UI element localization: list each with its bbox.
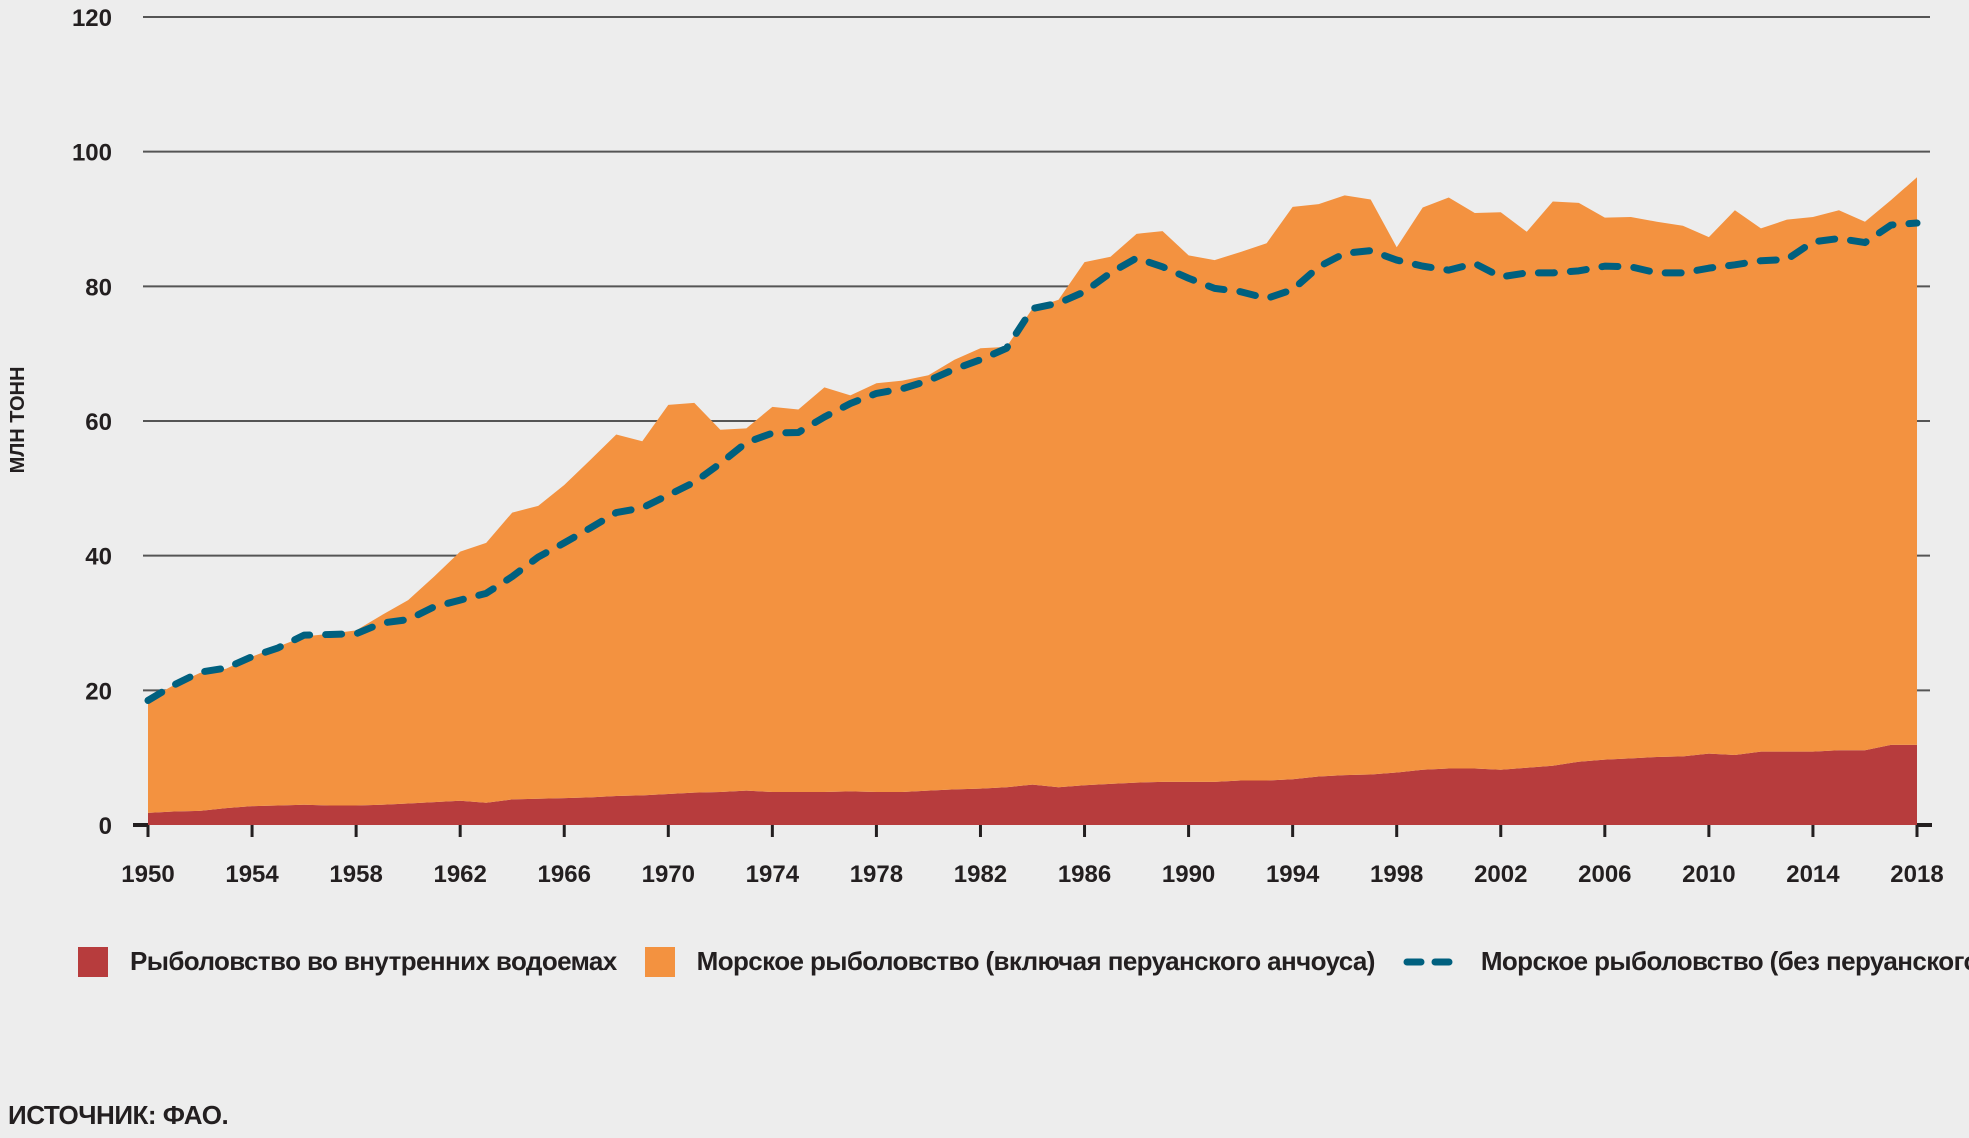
x-tick-label: 1990 xyxy=(1162,861,1215,888)
x-tick-label: 1994 xyxy=(1266,861,1320,888)
y-tick-label: 120 xyxy=(72,5,112,32)
x-tick-label: 1998 xyxy=(1370,861,1423,888)
legend-label-inland: Рыболовство во внутренних водоемах xyxy=(130,946,617,976)
x-tick-label: 2002 xyxy=(1474,861,1527,888)
x-tick-label: 2010 xyxy=(1682,861,1735,888)
line-series xyxy=(144,219,1921,704)
legend: Рыболовство во внутренних водоемах Морск… xyxy=(78,946,1969,977)
legend-label-marine-excl: Морское рыболовство (без перуанского анч… xyxy=(1480,946,1969,976)
x-tick-label: 1954 xyxy=(225,861,279,888)
areas xyxy=(148,177,1917,825)
x-tick-label: 2018 xyxy=(1890,861,1943,888)
legend-label-marine: Морское рыболовство (включая перуанского… xyxy=(696,946,1376,976)
line-marine-excl-anchoveta xyxy=(144,219,1921,704)
x-tick-label: 1970 xyxy=(642,861,695,888)
x-tick-label: 2014 xyxy=(1786,861,1840,888)
area-inland xyxy=(148,744,1917,825)
area-marine xyxy=(148,177,1917,813)
y-tick-label: 40 xyxy=(85,544,112,571)
y-tick-label: 0 xyxy=(99,813,112,840)
y-tick-label: 80 xyxy=(85,274,112,301)
y-tick-label: 20 xyxy=(85,678,112,705)
x-tick-label: 1986 xyxy=(1058,861,1111,888)
x-tick-label: 1962 xyxy=(433,861,486,888)
legend-item-marine-excl: Морское рыболовство (без перуанского анч… xyxy=(1403,946,1969,977)
y-tick-label: 60 xyxy=(85,409,112,436)
x-tick-label: 2006 xyxy=(1578,861,1631,888)
x-tick-label: 1958 xyxy=(329,861,382,888)
x-tick-label: 1982 xyxy=(954,861,1007,888)
legend-dashed-line-icon xyxy=(1403,958,1459,965)
x-tick-label: 1950 xyxy=(121,861,174,888)
source-note: ИСТОЧНИК: ФАО. xyxy=(8,1100,229,1130)
chart: 0 20 40 60 80 100 120 1950 1954 1958 1962 1966 1970 1… xyxy=(7,5,1944,888)
x-tick-label: 1974 xyxy=(746,861,800,888)
x-tick-label: 1978 xyxy=(850,861,903,888)
legend-swatch-inland xyxy=(78,946,108,977)
x-tick-label: 1966 xyxy=(538,861,591,888)
legend-swatch-marine xyxy=(644,946,675,977)
legend-item-marine: Морское рыболовство (включая перуанского… xyxy=(644,946,1376,977)
axes: 0 20 40 60 80 100 120 1950 1954 1958 1962 1966 1970 1… xyxy=(72,5,1944,888)
legend-item-inland: Рыболовство во внутренних водоемах xyxy=(78,946,617,977)
y-axis-title: МЛН ТОНН xyxy=(7,367,29,474)
y-tick-label: 100 xyxy=(72,140,112,167)
